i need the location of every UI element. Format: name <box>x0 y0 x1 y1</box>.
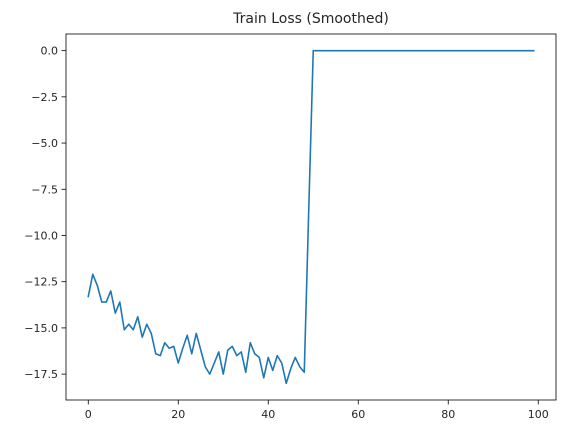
y-tick-label: −7.5 <box>31 183 58 196</box>
x-tick-label: 60 <box>351 408 365 421</box>
y-tick-label: −17.5 <box>24 368 58 381</box>
x-tick-label: 20 <box>171 408 185 421</box>
y-tick-label: −12.5 <box>24 276 58 289</box>
x-tick-label: 0 <box>85 408 92 421</box>
y-tick-label: 0.0 <box>41 45 59 58</box>
chart-title: Train Loss (Smoothed) <box>232 11 389 27</box>
x-tick-label: 40 <box>261 408 275 421</box>
y-tick-label: −15.0 <box>24 322 58 335</box>
y-tick-label: −10.0 <box>24 229 58 242</box>
y-tick-label: −2.5 <box>31 91 58 104</box>
x-tick-label: 80 <box>441 408 455 421</box>
series-line-0 <box>87 49 535 385</box>
y-tick-label: −5.0 <box>31 137 58 150</box>
plot-area: 0 20 40 60 80 100 0.0 −2.5 −5.0 −7.5 −10.0 −12.5 −15… <box>24 33 557 421</box>
x-tick-label: 100 <box>528 408 549 421</box>
axes-frame <box>65 33 557 401</box>
